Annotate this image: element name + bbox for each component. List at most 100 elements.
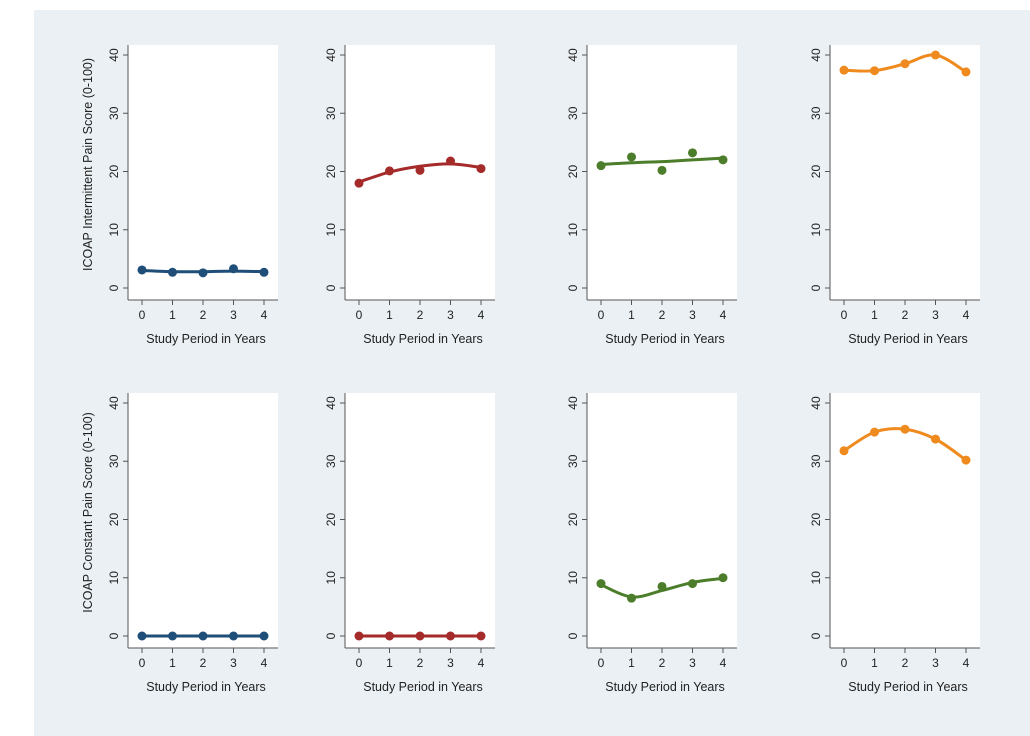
y-tick-label: 30 (324, 106, 338, 120)
x-tick-label: 2 (200, 308, 207, 322)
x-tick-label: 3 (689, 308, 696, 322)
y-tick-label: 40 (107, 48, 121, 62)
x-tick-label: 4 (478, 308, 485, 322)
x-tick-label: 1 (386, 656, 393, 670)
data-point (259, 631, 269, 641)
data-point (198, 268, 208, 278)
y-tick-label: 0 (809, 632, 823, 639)
data-point (657, 581, 667, 591)
x-tick-label: 4 (478, 656, 485, 670)
x-tick-label: 1 (871, 308, 878, 322)
panel-row2-col4: 0 10 20 30 40 0 1 2 3 4 Study Period in Years (809, 393, 980, 694)
x-tick-label: 0 (598, 308, 605, 322)
data-point (415, 165, 425, 175)
y-tick-label: 30 (107, 454, 121, 468)
data-point (961, 67, 971, 77)
y-tick-label: 10 (107, 223, 121, 237)
x-tick-label: 2 (659, 308, 666, 322)
panel-row2-col2: 0 10 20 30 40 0 1 2 3 4 Study Period in Years (324, 393, 495, 694)
data-point (931, 50, 940, 60)
y-tick-label: 0 (809, 284, 823, 291)
x-tick-label: 0 (139, 656, 146, 670)
panel-row1-col2: 0 10 20 30 40 0 1 2 3 4 Study Period in Years (324, 45, 495, 346)
x-tick-label: 2 (902, 308, 909, 322)
data-point (596, 579, 606, 589)
x-axis-title: Study Period in Years (363, 332, 483, 346)
x-axis-title: Study Period in Years (605, 680, 725, 694)
data-point (385, 166, 394, 176)
plot-area (345, 393, 495, 648)
data-point (168, 267, 177, 277)
data-point (354, 631, 364, 641)
data-point (870, 427, 879, 437)
data-point (168, 631, 177, 641)
data-point (354, 178, 364, 188)
panel-row1-col3: 0 10 20 30 40 0 1 2 3 4 Study Period in Years (566, 45, 737, 346)
x-tick-label: 3 (689, 656, 696, 670)
data-point (137, 265, 147, 275)
panel-row2-col1: 0 10 20 30 40 0 1 2 3 4 Study Period in Years ICOAP… (81, 393, 278, 694)
x-tick-label: 2 (902, 656, 909, 670)
y-tick-label: 10 (566, 223, 580, 237)
x-axis-title: Study Period in Years (146, 680, 266, 694)
x-tick-label: 3 (230, 308, 237, 322)
series-line (599, 156, 725, 167)
x-tick-label: 4 (261, 656, 268, 670)
x-tick-label: 2 (659, 656, 666, 670)
x-tick-label: 2 (417, 656, 424, 670)
x-tick-label: 1 (628, 656, 635, 670)
data-point (446, 631, 455, 641)
plot-area (128, 393, 278, 648)
y-tick-label: 40 (566, 48, 580, 62)
y-tick-label: 10 (809, 571, 823, 585)
data-point (627, 593, 636, 603)
x-tick-label: 3 (230, 656, 237, 670)
x-tick-label: 1 (871, 656, 878, 670)
plot-area (830, 393, 980, 648)
x-tick-label: 3 (447, 308, 454, 322)
y-axis-title: ICOAP Constant Pain Score (0-100) (81, 412, 95, 613)
x-tick-label: 1 (169, 656, 176, 670)
x-tick-label: 0 (356, 308, 363, 322)
data-point (839, 65, 849, 75)
data-point (688, 148, 697, 158)
x-tick-label: 1 (169, 308, 176, 322)
y-tick-label: 20 (324, 165, 338, 179)
panel-row1-col1: 0 10 20 30 40 0 1 2 3 4 Study Period in Years ICOAP… (81, 45, 278, 346)
data-point (259, 267, 269, 277)
data-point (961, 455, 971, 465)
y-tick-label: 30 (809, 106, 823, 120)
y-tick-label: 20 (566, 513, 580, 527)
data-point (839, 446, 849, 456)
data-point (446, 156, 455, 166)
y-tick-label: 30 (566, 106, 580, 120)
y-tick-label: 30 (107, 106, 121, 120)
x-axis-title: Study Period in Years (848, 680, 968, 694)
data-point (900, 424, 910, 434)
x-tick-label: 2 (200, 656, 207, 670)
x-tick-label: 1 (628, 308, 635, 322)
x-tick-label: 3 (447, 656, 454, 670)
x-axis-title: Study Period in Years (146, 332, 266, 346)
data-point (476, 164, 486, 174)
x-tick-label: 0 (356, 656, 363, 670)
data-point (688, 579, 697, 589)
y-tick-label: 20 (107, 165, 121, 179)
y-tick-label: 0 (107, 284, 121, 291)
plot-area (830, 45, 980, 300)
data-point (476, 631, 486, 641)
data-point (900, 59, 910, 69)
data-point (415, 631, 425, 641)
x-tick-label: 0 (139, 308, 146, 322)
data-point (718, 573, 728, 583)
y-tick-label: 0 (324, 632, 338, 639)
y-tick-label: 20 (809, 165, 823, 179)
y-tick-label: 40 (324, 396, 338, 410)
data-point (137, 631, 147, 641)
x-tick-label: 4 (720, 308, 727, 322)
x-tick-label: 0 (841, 656, 848, 670)
x-tick-label: 4 (963, 656, 970, 670)
data-point (229, 631, 238, 641)
y-tick-label: 10 (809, 223, 823, 237)
